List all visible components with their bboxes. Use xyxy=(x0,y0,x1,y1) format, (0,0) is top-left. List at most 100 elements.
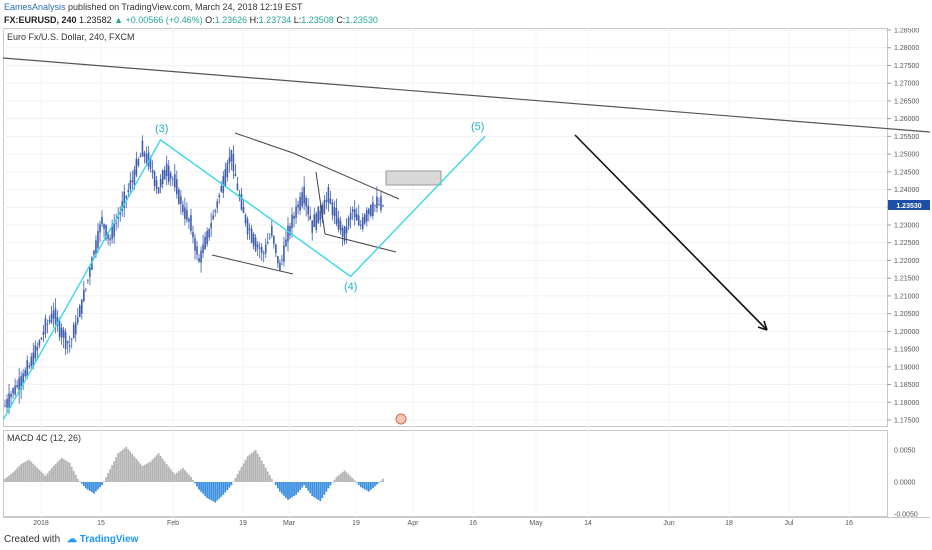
candle-body xyxy=(331,202,334,216)
candle-body xyxy=(109,238,111,241)
candle-body xyxy=(167,165,170,182)
candle-body xyxy=(22,373,24,385)
wave-label-5: (5) xyxy=(471,121,484,133)
macd-bar xyxy=(323,482,326,495)
macd-bar xyxy=(378,482,380,483)
candle-body xyxy=(244,214,247,224)
candle-body xyxy=(78,305,81,317)
macd-bar xyxy=(313,482,316,498)
candle-body xyxy=(97,231,99,248)
macd-bar xyxy=(351,478,354,482)
candle-body xyxy=(149,157,152,169)
grid xyxy=(3,28,887,517)
price-tick-label: 1.19000 xyxy=(894,364,919,371)
macd-bar xyxy=(183,470,186,482)
macd-bar xyxy=(181,467,184,482)
tradingview-logo[interactable]: ☁ TradingView xyxy=(67,534,139,545)
macd-bar xyxy=(331,482,334,483)
macd-bar xyxy=(240,466,243,482)
wave-label-4: (4) xyxy=(344,281,357,293)
candle-body xyxy=(319,210,322,221)
price-tick-label: 1.23000 xyxy=(894,223,919,230)
candle-body xyxy=(370,204,372,216)
macd-bar xyxy=(86,482,89,490)
chart-area[interactable]: Euro Fx/U.S. Dollar, 240, FXCM (3) (4) (… xyxy=(3,28,930,528)
candle-body xyxy=(131,179,134,182)
macd-bar xyxy=(341,472,344,482)
macd-bar xyxy=(252,451,255,482)
macd-bar xyxy=(270,478,273,482)
candle-body xyxy=(216,201,219,208)
candle-body xyxy=(91,257,93,270)
candle-body xyxy=(361,216,364,229)
candle-body xyxy=(42,332,45,336)
macd-bar xyxy=(165,464,168,482)
candle-body xyxy=(258,247,261,249)
author-link[interactable]: EamesAnalysis xyxy=(4,2,66,12)
candle-body xyxy=(220,186,223,192)
macd-bar xyxy=(369,482,372,490)
macd-bar xyxy=(325,482,328,492)
candle-body xyxy=(139,156,142,158)
macd-bar xyxy=(14,470,17,482)
price-chart[interactable]: Euro Fx/U.S. Dollar, 240, FXCM (3) (4) (… xyxy=(3,28,930,528)
macd-bar xyxy=(283,482,285,496)
macd-bar xyxy=(147,462,150,482)
tradingview-cloud-icon: ☁ xyxy=(66,534,77,545)
candle-body xyxy=(16,385,18,388)
macd-tick-label: 0.0050 xyxy=(894,448,916,455)
price-tick-label: 1.21500 xyxy=(894,276,919,283)
macd-bar xyxy=(149,461,152,482)
candle-body xyxy=(81,299,83,314)
candle-body xyxy=(353,209,356,218)
event-marker-icon[interactable] xyxy=(395,413,407,425)
target-zone xyxy=(385,170,442,186)
macd-bar xyxy=(169,469,172,482)
time-tick-label: Jul xyxy=(785,520,794,527)
candle-body xyxy=(297,204,299,208)
channel-upper-2 xyxy=(292,152,400,200)
candle-body xyxy=(137,159,140,166)
macd-bar xyxy=(218,482,221,499)
candle-body xyxy=(268,237,271,239)
macd-bar xyxy=(115,457,118,482)
macd-bar xyxy=(226,482,229,490)
macd-bar xyxy=(281,482,283,494)
candle-body xyxy=(44,318,47,334)
last-price: 1.23582 xyxy=(79,15,112,25)
macd-bar xyxy=(88,482,91,491)
low-label: L: xyxy=(293,15,302,25)
candle-body xyxy=(323,200,326,215)
candle-body xyxy=(366,210,368,222)
candle-body xyxy=(349,212,352,220)
candle-body xyxy=(56,317,59,326)
macd-bar xyxy=(376,482,378,485)
macd-bar xyxy=(151,459,154,482)
price-tick-label: 1.24000 xyxy=(894,187,919,194)
candle-body xyxy=(307,205,309,215)
macd-bar xyxy=(262,464,265,482)
macd-bar xyxy=(64,460,67,482)
macd-bar xyxy=(121,450,124,482)
candle-body xyxy=(380,196,382,211)
candle-body xyxy=(327,187,330,203)
candle-body xyxy=(105,224,107,240)
macd-bar xyxy=(357,482,360,485)
candle-body xyxy=(153,171,156,186)
macd-bar xyxy=(111,465,114,482)
candle-body xyxy=(40,337,43,340)
candle-body xyxy=(50,313,53,323)
candle-body xyxy=(355,213,358,221)
macd-bar xyxy=(347,474,350,482)
candle-body xyxy=(325,199,328,202)
tradingview-brand: TradingView xyxy=(79,534,139,545)
macd-bar xyxy=(337,475,340,482)
candle-body xyxy=(240,194,243,210)
time-tick-label: 19 xyxy=(239,520,247,527)
macd-bar xyxy=(303,482,306,486)
macd-bar xyxy=(173,474,176,482)
macd-bar xyxy=(6,477,8,482)
candle-body xyxy=(202,244,204,254)
macd-bar xyxy=(10,474,12,482)
candle-body xyxy=(6,399,8,408)
